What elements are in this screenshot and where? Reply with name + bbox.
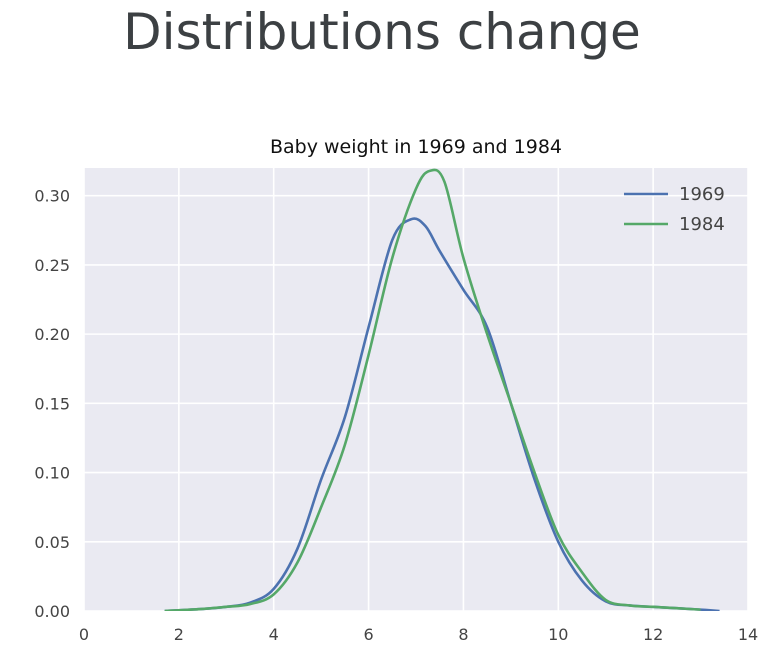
plot-background bbox=[84, 168, 748, 611]
x-tick-label: 8 bbox=[458, 625, 468, 644]
legend-label-1969: 1969 bbox=[679, 184, 725, 205]
x-tick-label: 6 bbox=[363, 625, 373, 644]
x-tick-label: 0 bbox=[79, 625, 89, 644]
series-line-1984 bbox=[164, 168, 701, 611]
x-tick-label: 14 bbox=[738, 625, 758, 644]
y-tick-label: 0.25 bbox=[34, 256, 70, 275]
x-tick-label: 2 bbox=[174, 625, 184, 644]
legend-label-1984: 1984 bbox=[679, 214, 725, 235]
x-tick-label: 4 bbox=[269, 625, 279, 644]
y-tick-label: 0.20 bbox=[34, 325, 70, 344]
y-tick-label: 0.15 bbox=[34, 394, 70, 413]
y-tick-label: 0.10 bbox=[34, 464, 70, 483]
y-tick-label: 0.00 bbox=[34, 602, 70, 621]
x-tick-label: 12 bbox=[643, 625, 663, 644]
y-tick-label: 0.30 bbox=[34, 187, 70, 206]
chart-title: Baby weight in 1969 and 1984 bbox=[270, 136, 562, 158]
slide-title: Distributions change bbox=[123, 3, 641, 61]
y-tick-label: 0.05 bbox=[34, 533, 70, 552]
plot-area: 0 2 4 6 8 10 12 14 0.00 0.05 0.10 0.15 0.20 0.25 0.30 1… bbox=[34, 168, 758, 644]
x-tick-label: 10 bbox=[548, 625, 568, 644]
